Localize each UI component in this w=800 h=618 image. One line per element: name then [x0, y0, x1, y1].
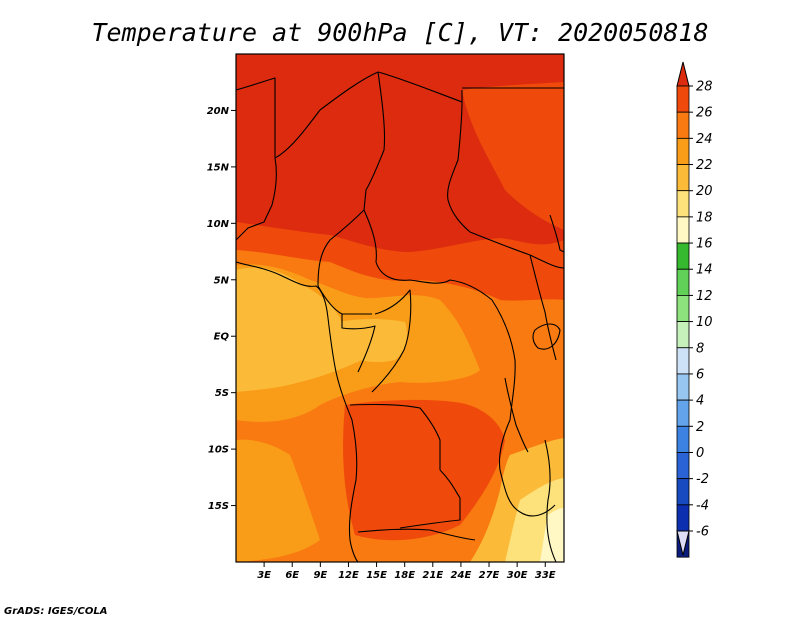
lon-tick-label: 24E	[451, 570, 472, 581]
field-southeast-cool	[540, 508, 564, 562]
border-sahara-west	[236, 77, 276, 158]
lon-tick-label: 27E	[479, 570, 500, 581]
temperature-map	[236, 54, 564, 562]
colorbar-label: 0	[696, 446, 704, 461]
colorbar-swatch	[676, 347, 690, 375]
border-nigeria-cameroon	[317, 209, 365, 287]
lake-tanganyika	[504, 377, 529, 453]
longitude-ticks: 3E 6E 9E 12E 15E 18E 21E 24E 27E 30E 33E	[257, 562, 556, 581]
border-drc-angola	[349, 403, 441, 470]
border-angola-namibia	[357, 528, 476, 541]
lon-tick-label: 6E	[285, 570, 299, 581]
border-congo	[341, 314, 376, 373]
colorbar-label: 8	[696, 341, 704, 356]
colorbar-swatch	[676, 242, 690, 270]
lon-tick-label: 30E	[507, 570, 528, 581]
lat-tick-label: 20N	[207, 106, 230, 117]
colorbar-label: 2	[696, 420, 704, 435]
colorbar-label: 26	[696, 106, 713, 121]
colorbar-label: 4	[696, 394, 704, 409]
lon-tick-label: 33E	[535, 570, 556, 581]
colorbar-swatch	[676, 137, 690, 165]
lat-tick-label: EQ	[214, 332, 230, 343]
lon-tick-label: 12E	[338, 570, 359, 581]
lon-tick-label: 9E	[313, 570, 327, 581]
field-southwest-20-22	[236, 439, 320, 562]
colorbar-swatch	[676, 452, 690, 480]
country-borders	[236, 71, 564, 562]
lat-tick-label: 15N	[207, 162, 230, 173]
colorbar-swatch	[676, 321, 690, 349]
colorbar-label: -6	[696, 525, 709, 540]
colorbar-label: 10	[696, 315, 713, 330]
coastline	[236, 261, 359, 562]
colorbar-label: 14	[696, 263, 713, 278]
lat-tick-label: 5N	[214, 275, 230, 286]
field-east-26-patch	[462, 82, 564, 230]
colorbar-swatch	[676, 504, 690, 532]
colorbar-label: 24	[696, 132, 713, 147]
lake-victoria	[532, 323, 561, 350]
latitude-ticks: 20N 15N 10N 5N EQ 5S 10S 15S	[207, 106, 236, 512]
border-uganda-kenya	[529, 254, 557, 361]
lon-tick-label: 18E	[394, 570, 415, 581]
colorbar-swatch	[676, 425, 690, 453]
border-kenya-somalia	[549, 214, 564, 253]
colorbar-label: -4	[696, 498, 709, 513]
colorbar-label: 28	[696, 80, 713, 95]
lon-tick-label: 15E	[366, 570, 387, 581]
lat-tick-label: 5S	[215, 388, 229, 399]
colorbar-bottom-arrow	[676, 530, 690, 556]
border-sudan-south	[469, 231, 564, 269]
colorbar-label: -2	[696, 472, 709, 487]
border-niger-chad	[363, 71, 386, 211]
lon-tick-label: 21E	[422, 570, 443, 581]
field-band-18-20	[236, 267, 362, 392]
border-car	[363, 209, 493, 301]
lat-tick-label: 10S	[208, 445, 229, 456]
colorbar-swatch	[676, 373, 690, 401]
lat-tick-label: 10N	[207, 219, 230, 230]
border-chad-libya	[377, 71, 463, 103]
colorbar-label: 12	[696, 289, 713, 304]
border-chad-sudan	[447, 101, 471, 233]
colorbar-swatch	[676, 164, 690, 192]
border-angola-zambia	[399, 469, 461, 529]
colorbar-swatch	[676, 85, 690, 113]
lon-tick-label: 3E	[257, 570, 271, 581]
field-inland-18-20	[337, 319, 407, 363]
colorbar-label: 22	[696, 158, 713, 173]
border-mozambique	[544, 439, 557, 562]
lat-tick-label: 15S	[208, 501, 229, 512]
map-frame	[235, 53, 565, 563]
border-drc-east	[491, 299, 516, 471]
border-drc-congo	[371, 289, 412, 393]
colorbar-swatch	[676, 190, 690, 218]
border-cameroon-gabon	[317, 285, 372, 315]
colorbar-swatch	[676, 399, 690, 427]
colorbar-swatch	[676, 268, 690, 296]
colorbar-swatch	[676, 295, 690, 322]
colorbar-label: 6	[696, 367, 704, 382]
colorbar-top-arrow	[676, 61, 690, 87]
colorbar-swatch	[676, 478, 690, 506]
border-nigeria	[236, 157, 277, 241]
grads-credit: GrADS: IGES/COLA	[4, 606, 107, 617]
colorbar-swatch	[676, 111, 690, 139]
colorbar-label: 18	[696, 210, 713, 225]
field-south-hot-core	[343, 399, 505, 541]
border-mali-niger	[274, 71, 379, 159]
colorbar-label: 16	[696, 237, 713, 252]
colorbar-swatch	[676, 216, 690, 244]
colorbar-label: 20	[696, 184, 713, 199]
map-title: Temperature at 900hPa [C], VT: 202005081…	[91, 18, 708, 47]
border-zambia	[499, 469, 556, 517]
